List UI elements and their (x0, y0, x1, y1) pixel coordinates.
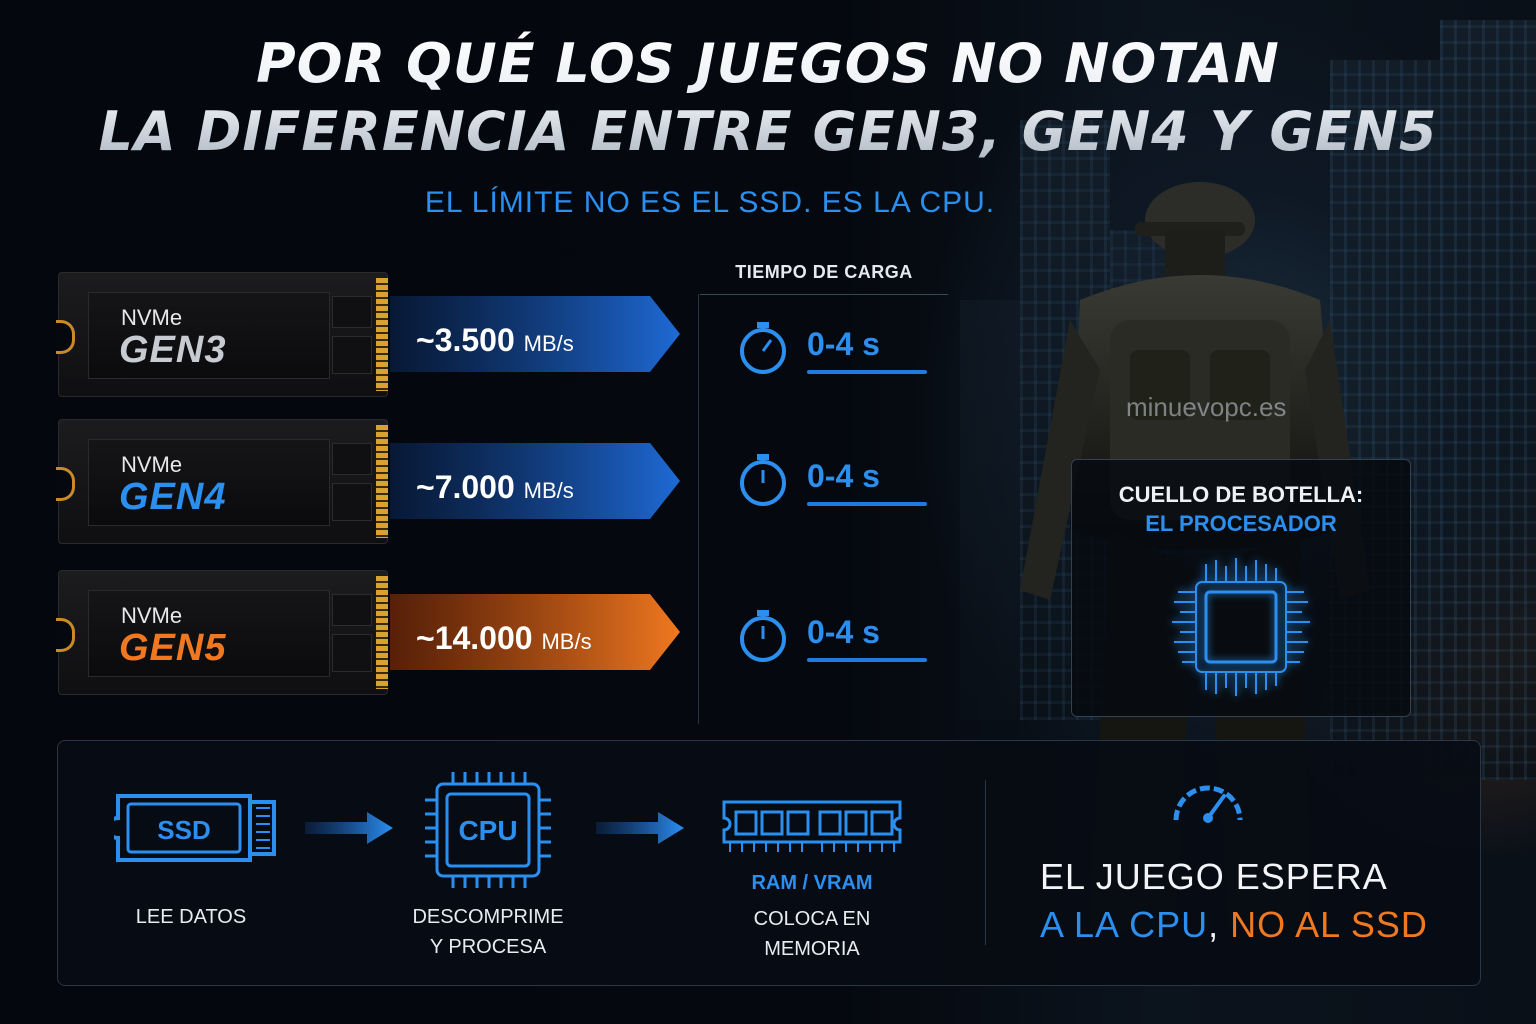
load-time-bar (807, 370, 927, 374)
bottleneck-box: CUELLO DE BOTELLA: EL PROCESADOR (1071, 459, 1411, 717)
speed-arrow (390, 594, 680, 670)
load-time-gen4: 0-4 s (735, 452, 935, 512)
ssd-connector (376, 278, 388, 391)
ssd-icon-label: SSD (157, 815, 210, 845)
conclusion-comma: , (1208, 904, 1220, 945)
ram-icon (722, 800, 902, 852)
load-time-bar (807, 658, 927, 662)
cpu-caption-line-2: Y PROCESA (429, 936, 547, 958)
stopwatch-icon (740, 454, 786, 506)
ssd-label-plate: NVMe GEN5 (88, 590, 330, 677)
speed-arrow (390, 443, 680, 519)
ssd-icon: SSD (114, 794, 276, 862)
ssd-card: NVMe GEN4 (56, 419, 388, 544)
page-title: POR QUÉ LOS JUEGOS NO NOTAN LA DIFERENCI… (0, 30, 1536, 166)
ssd-gen-label: GEN5 (119, 627, 227, 669)
ssd-label-plate: NVMe GEN3 (88, 292, 330, 379)
load-time-value: 0-4 s (807, 614, 880, 650)
ram-title: RAM / VRAM (751, 872, 873, 894)
ssd-connector (376, 576, 388, 689)
column-divider (698, 294, 699, 724)
conclusion-cpu: A LA CPU (1040, 904, 1209, 945)
ssd-connector (376, 425, 388, 538)
ssd-label-plate: NVMe GEN4 (88, 439, 330, 526)
ssd-caption: LEE DATOS (135, 906, 247, 928)
ram-caption-line-1: COLOCA EN (753, 908, 871, 930)
ssd-gen-label: GEN4 (119, 476, 227, 518)
arrow-right-icon (305, 812, 393, 844)
bottleneck-subtitle: EL PROCESADOR (1145, 511, 1337, 536)
ssd-card: NVMe GEN5 (56, 570, 388, 695)
load-time-header: TIEMPO DE CARGA (735, 262, 913, 282)
speed-value: ~3.500 MB/s (416, 322, 574, 358)
bottom-panel (57, 740, 1481, 986)
watermark: minuevopc.es (1126, 392, 1287, 422)
cpu-caption-line-1: DESCOMPRIME (412, 906, 564, 928)
load-time-value: 0-4 s (807, 326, 880, 362)
ssd-gen-label: GEN3 (119, 329, 227, 371)
conclusion-ssd: NO AL SSD (1230, 904, 1428, 945)
ssd-row-gen3: NVMe GEN3 ~3.500 MB/s (56, 272, 958, 397)
ram-caption-line-2: MEMORIA (764, 938, 860, 960)
subtitle: EL LÍMITE NO ES EL SSD. ES LA CPU. (424, 186, 996, 219)
load-time-bar (807, 502, 927, 506)
conclusion-line-1: EL JUEGO ESPERA (1040, 856, 1388, 897)
ssd-nvme-label: NVMe (121, 305, 183, 330)
speed-arrow (390, 296, 680, 372)
speed-value: ~7.000 MB/s (416, 469, 574, 505)
speedometer-icon (1173, 785, 1243, 823)
load-time-gen5: 0-4 s (735, 608, 935, 668)
arrow-right-icon (596, 812, 684, 844)
title-line-2: LA DIFERENCIA ENTRE GEN3, GEN4 Y GEN5 (98, 100, 1438, 163)
panel-divider (985, 780, 986, 945)
ssd-nvme-label: NVMe (121, 603, 183, 628)
bottleneck-title: CUELLO DE BOTELLA: (1118, 482, 1364, 507)
ram-caption: COLOCA EN MEMORIA (718, 904, 906, 964)
header-divider (700, 294, 948, 295)
cpu-icon: CPU (425, 772, 551, 888)
conclusion-line-2: A LA CPU, NO AL SSD (1040, 904, 1428, 946)
ssd-nvme-label: NVMe (121, 452, 183, 477)
load-time-gen3: 0-4 s (735, 320, 935, 380)
cpu-chip-icon (1172, 558, 1310, 696)
stopwatch-icon (740, 610, 786, 662)
ssd-row-gen4: NVMe GEN4 ~7.000 MB/s (56, 419, 958, 544)
load-time-value: 0-4 s (807, 458, 880, 494)
ssd-row-gen5: NVMe GEN5 ~14.000 MB/s (56, 570, 958, 695)
ssd-card: NVMe GEN3 (56, 272, 388, 397)
cpu-caption: DESCOMPRIME Y PROCESA (398, 902, 578, 962)
cpu-icon-label: CPU (458, 815, 517, 846)
speed-value: ~14.000 MB/s (416, 620, 592, 656)
stopwatch-icon (740, 322, 786, 374)
title-line-1: POR QUÉ LOS JUEGOS NO NOTAN (256, 32, 1280, 95)
